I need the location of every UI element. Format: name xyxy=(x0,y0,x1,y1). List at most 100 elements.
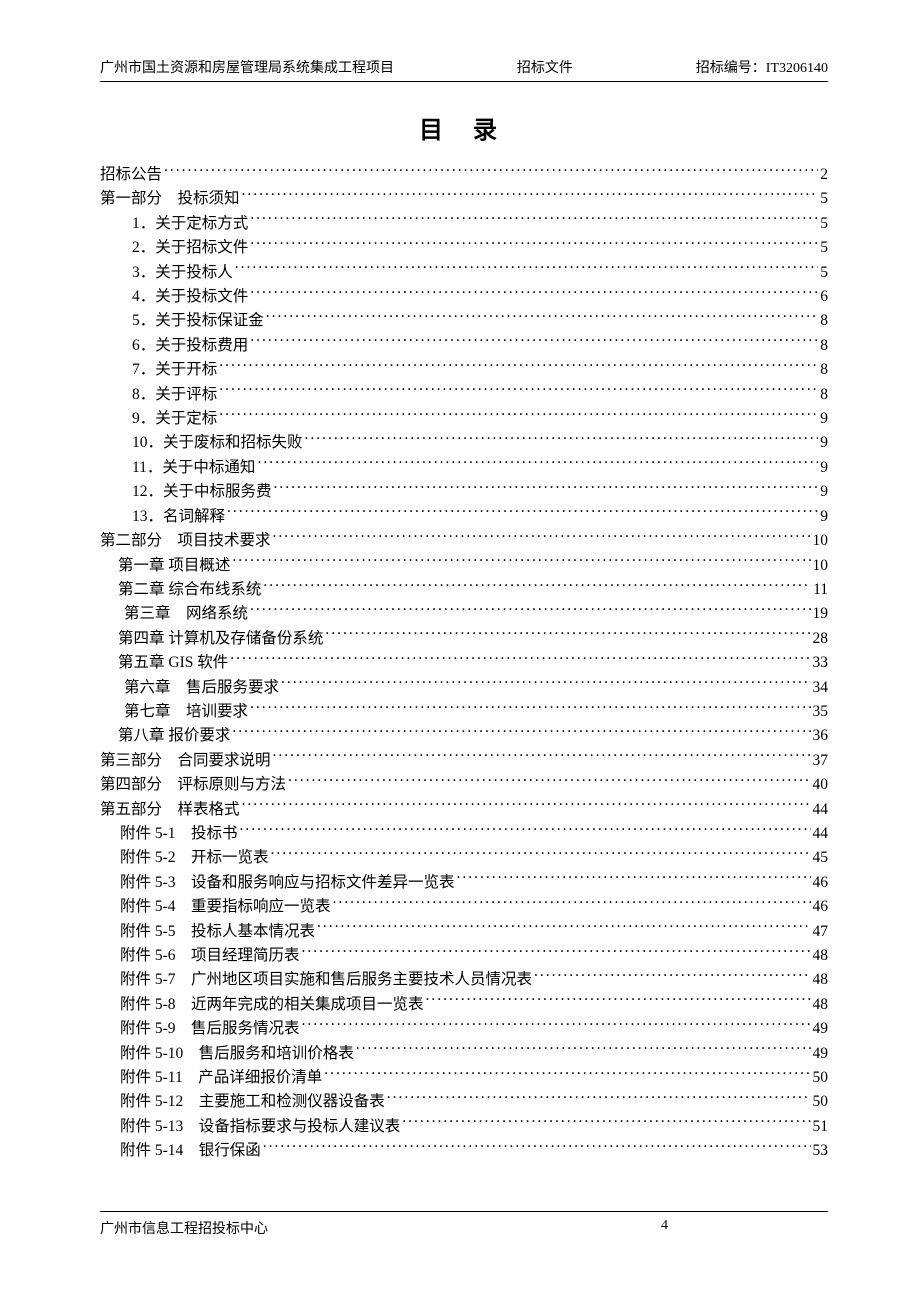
toc-row: 第五章 GIS 软件 33 xyxy=(100,651,828,675)
toc-entry-label: 1．关于定标方式 xyxy=(132,212,248,236)
toc-entry-page: 9 xyxy=(820,456,828,480)
toc-leader-dots xyxy=(230,652,810,668)
toc-row: 11．关于中标通知 9 xyxy=(100,456,828,480)
toc-entry-page: 8 xyxy=(820,309,828,333)
toc-row: 3．关于投标人5 xyxy=(100,261,828,285)
toc-entry-page: 45 xyxy=(813,846,829,870)
toc-leader-dots xyxy=(302,1018,811,1034)
toc-entry-label: 第一部分 投标须知 xyxy=(100,187,240,211)
toc-row: 6．关于投标费用8 xyxy=(100,334,828,358)
toc-entry-label: 第五部分 样表格式 xyxy=(100,798,240,822)
page-header: 广州市国土资源和房屋管理局系统集成工程项目 招标文件 招标编号：IT320614… xyxy=(100,57,828,82)
toc-entry-page: 10 xyxy=(813,554,829,578)
toc-entry-page: 9 xyxy=(820,407,828,431)
toc-leader-dots xyxy=(305,432,819,448)
toc-entry-label: 附件 5-12 主要施工和检测仪器设备表 xyxy=(120,1090,385,1114)
toc-entry-page: 48 xyxy=(813,944,829,968)
toc-title: 目 录 xyxy=(100,110,828,145)
page-footer: 广州市信息工程招投标中心 4 xyxy=(100,1211,828,1238)
toc-leader-dots xyxy=(288,774,810,790)
toc-entry-label: 第四章 计算机及存储备份系统 xyxy=(118,627,323,651)
toc-entry-label: 11．关于中标通知 xyxy=(132,456,255,480)
toc-row: 第一部分 投标须知 5 xyxy=(100,187,828,211)
toc-entry-label: 5．关于投标保证金 xyxy=(132,309,264,333)
toc-entry-page: 19 xyxy=(813,602,829,626)
toc-row: 附件 5-13 设备指标要求与投标人建议表51 xyxy=(100,1115,828,1139)
toc-entry-label: 附件 5-1 投标书 xyxy=(120,822,238,846)
toc-entry-label: 第五章 GIS 软件 xyxy=(118,651,228,675)
toc-entry-label: 附件 5-14 银行保函 xyxy=(120,1139,261,1163)
toc-entry-label: 附件 5-8 近两年完成的相关集成项目一览表 xyxy=(120,993,424,1017)
toc-entry-page: 5 xyxy=(820,187,828,211)
toc-entry-page: 9 xyxy=(820,431,828,455)
toc-leader-dots xyxy=(250,212,818,228)
toc-row: 10．关于废标和招标失败 9 xyxy=(100,431,828,455)
toc-entry-page: 44 xyxy=(813,798,829,822)
toc-entry-label: 附件 5-11 产品详细报价清单 xyxy=(120,1066,322,1090)
toc-row: 第二章 综合布线系统11 xyxy=(100,578,828,602)
toc-entry-label: 第三部分 合同要求说明 xyxy=(100,749,271,773)
toc-entry-label: 3．关于投标人 xyxy=(132,261,233,285)
toc-entry-label: 第一章 项目概述 xyxy=(118,554,230,578)
toc-leader-dots xyxy=(263,1140,811,1156)
toc-entry-label: 第八章 报价要求 xyxy=(118,724,230,748)
toc-entry-page: 33 xyxy=(813,651,829,675)
toc-leader-dots xyxy=(281,676,810,692)
toc-leader-dots xyxy=(232,554,810,570)
toc-entry-label: 附件 5-4 重要指标响应一览表 xyxy=(120,895,331,919)
footer-left: 广州市信息工程招投标中心 xyxy=(100,1218,268,1238)
toc-entry-page: 10 xyxy=(813,529,829,553)
toc-leader-dots xyxy=(273,530,811,546)
toc-entry-label: 附件 5-6 项目经理简历表 xyxy=(120,944,300,968)
toc-leader-dots xyxy=(387,1091,811,1107)
toc-leader-dots xyxy=(235,261,818,277)
toc-row: 附件 5-2 开标一览表 45 xyxy=(100,846,828,870)
toc-entry-label: 附件 5-7 广州地区项目实施和售后服务主要技术人员情况表 xyxy=(120,968,532,992)
toc-row: 第二部分 项目技术要求 10 xyxy=(100,529,828,553)
toc-entry-label: 第二章 综合布线系统 xyxy=(118,578,261,602)
toc-row: 附件 5-9 售后服务情况表49 xyxy=(100,1017,828,1041)
toc-entry-page: 50 xyxy=(813,1066,829,1090)
toc-leader-dots xyxy=(242,798,811,814)
toc-entry-label: 12．关于中标服务费 xyxy=(132,480,272,504)
toc-entry-page: 9 xyxy=(820,505,828,529)
toc-entry-label: 第二部分 项目技术要求 xyxy=(100,529,271,553)
toc-entry-label: 第三章 网络系统 xyxy=(124,602,248,626)
toc-leader-dots xyxy=(426,993,811,1009)
toc-entry-page: 53 xyxy=(813,1139,829,1163)
toc-entry-page: 36 xyxy=(813,724,829,748)
header-center: 招标文件 xyxy=(517,57,573,77)
toc-entry-page: 6 xyxy=(820,285,828,309)
toc-entry-label: 13．名词解释 xyxy=(132,505,225,529)
header-right-label: 招标编号： xyxy=(696,61,766,76)
toc-entry-label: 9．关于定标 xyxy=(132,407,217,431)
toc-entry-page: 35 xyxy=(813,700,829,724)
toc-leader-dots xyxy=(242,188,819,204)
toc-row: 第一章 项目概述 10 xyxy=(100,554,828,578)
header-left: 广州市国土资源和房屋管理局系统集成工程项目 xyxy=(100,57,394,77)
toc-row: 附件 5-6 项目经理简历表 48 xyxy=(100,944,828,968)
toc-entry-label: 附件 5-3 设备和服务响应与招标文件差异一览表 xyxy=(120,871,455,895)
toc-entry-page: 2 xyxy=(820,163,828,187)
toc-row: 4．关于投标文件6 xyxy=(100,285,828,309)
toc-entry-page: 8 xyxy=(820,383,828,407)
toc-leader-dots xyxy=(333,896,811,912)
toc-leader-dots xyxy=(266,310,818,326)
toc-entry-page: 51 xyxy=(813,1115,829,1139)
toc-entry-label: 10．关于废标和招标失败 xyxy=(132,431,303,455)
toc-entry-label: 招标公告 xyxy=(100,163,162,187)
toc-leader-dots xyxy=(250,603,810,619)
toc-row: 附件 5-11 产品详细报价清单 50 xyxy=(100,1066,828,1090)
toc-entry-page: 49 xyxy=(813,1042,829,1066)
toc-entry-label: 6．关于投标费用 xyxy=(132,334,248,358)
toc-entry-label: 第六章 售后服务要求 xyxy=(124,676,279,700)
toc-entry-label: 附件 5-2 开标一览表 xyxy=(120,846,269,870)
footer-page-number: 4 xyxy=(661,1218,828,1238)
toc-row: 附件 5-8 近两年完成的相关集成项目一览表 48 xyxy=(100,993,828,1017)
toc-entry-page: 47 xyxy=(813,920,829,944)
toc-entry-page: 48 xyxy=(813,993,829,1017)
toc-leader-dots xyxy=(232,725,810,741)
toc-row: 第五部分 样表格式 44 xyxy=(100,798,828,822)
toc-entry-page: 28 xyxy=(813,627,829,651)
toc-leader-dots xyxy=(273,749,811,765)
